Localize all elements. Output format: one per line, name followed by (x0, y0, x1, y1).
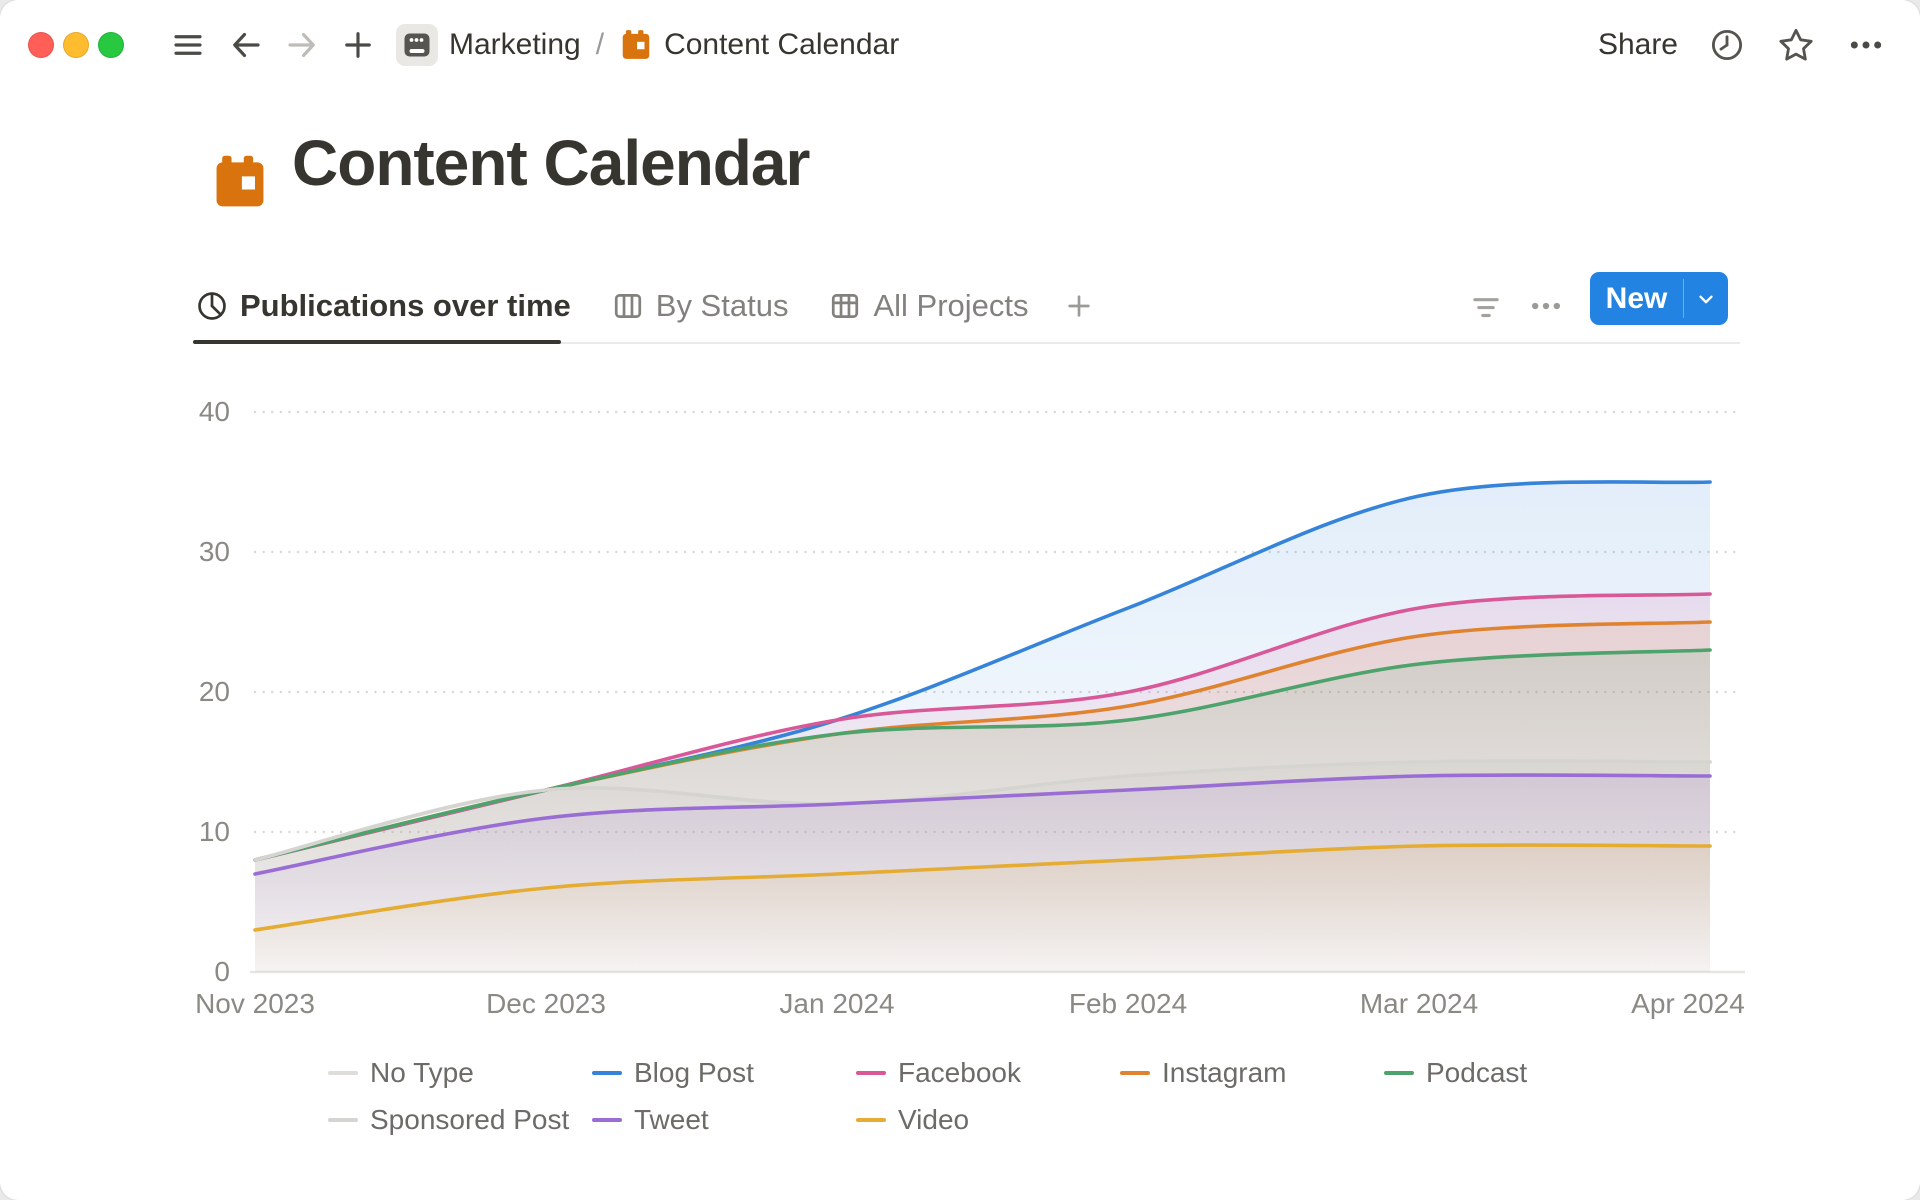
legend-item-sponsored-post: Sponsored Post (328, 1103, 592, 1137)
legend-item-instagram: Instagram (1120, 1056, 1384, 1090)
legend-swatch (592, 1071, 622, 1075)
add-view-plus-icon[interactable] (1063, 290, 1095, 322)
x-tick-label: Jan 2024 (779, 988, 895, 1019)
tab-label: All Projects (873, 288, 1029, 323)
tab-publications-over-time[interactable]: Publications over time (195, 288, 571, 324)
legend-label: Sponsored Post (370, 1104, 570, 1135)
legend-label: No Type (370, 1057, 474, 1088)
close-window-button[interactable] (28, 32, 54, 58)
legend-item-video: Video (856, 1103, 1120, 1137)
breadcrumb: Marketing / Content Calendar (396, 24, 899, 66)
page-title[interactable]: Content Calendar (292, 127, 810, 199)
legend-item-blog-post: Blog Post (592, 1056, 856, 1090)
y-tick-label: 10 (198, 816, 230, 847)
new-button[interactable]: New (1605, 281, 1668, 315)
breadcrumb-page[interactable]: Content Calendar (664, 28, 900, 61)
legend-swatch (328, 1118, 358, 1122)
view-options-ellipsis-icon[interactable] (1520, 282, 1572, 330)
back-arrow-icon[interactable] (224, 23, 268, 67)
zoom-window-button[interactable] (98, 32, 124, 58)
board-icon (611, 289, 645, 323)
more-ellipsis-icon[interactable] (1846, 25, 1886, 65)
x-tick-label: Apr 2024 (1631, 988, 1745, 1019)
new-tab-plus-icon[interactable] (336, 23, 380, 67)
share-button[interactable]: Share (1597, 28, 1678, 61)
legend-label: Tweet (634, 1104, 709, 1135)
y-tick-label: 30 (198, 536, 230, 567)
new-button-divider (1683, 279, 1684, 318)
legend-item-no-type: No Type (328, 1056, 592, 1090)
active-tab-underline (193, 340, 561, 344)
legend-swatch (856, 1071, 886, 1075)
view-tabs: Publications over time By Status All Pro… (195, 278, 1095, 334)
page-calendar-icon[interactable] (210, 152, 270, 217)
legend-swatch (1120, 1071, 1150, 1075)
star-favorite-icon[interactable] (1776, 25, 1816, 65)
new-button-group: New (1590, 272, 1728, 325)
workspace-icon[interactable] (396, 24, 438, 66)
tab-all-projects[interactable]: All Projects (828, 288, 1029, 324)
chart-legend: No Type Blog Post Facebook Instagram Podcast… (328, 1056, 1648, 1137)
y-tick-label: 0 (214, 956, 230, 987)
legend-swatch (1384, 1071, 1414, 1075)
tab-label: Publications over time (240, 288, 571, 323)
tabbar-divider (195, 342, 1740, 344)
chevron-down-icon (1699, 295, 1713, 303)
breadcrumb-workspace[interactable]: Marketing (449, 28, 581, 61)
new-dropdown-button[interactable] (1684, 272, 1728, 325)
legend-label: Blog Post (634, 1057, 754, 1088)
legend-item-facebook: Facebook (856, 1056, 1120, 1090)
legend-label: Facebook (898, 1057, 1021, 1088)
legend-label: Podcast (1426, 1057, 1528, 1088)
legend-item-podcast: Podcast (1384, 1056, 1648, 1090)
y-tick-label: 20 (198, 676, 230, 707)
x-tick-label: Dec 2023 (486, 988, 606, 1019)
sidebar-menu-icon[interactable] (166, 23, 210, 67)
legend-swatch (856, 1118, 886, 1122)
y-tick-label: 40 (198, 396, 230, 427)
filter-icon[interactable] (1462, 282, 1510, 330)
breadcrumb-separator: / (595, 28, 605, 61)
tab-by-status[interactable]: By Status (611, 288, 789, 324)
legend-swatch (592, 1118, 622, 1122)
calendar-icon (619, 28, 653, 62)
pie-chart-icon (195, 289, 229, 323)
forward-arrow-icon[interactable] (280, 23, 324, 67)
x-tick-label: Mar 2024 (1359, 988, 1479, 1019)
legend-item-tweet: Tweet (592, 1103, 856, 1137)
titlebar: Marketing / Content Calendar Share (0, 0, 1920, 90)
legend-label: Video (898, 1104, 970, 1135)
x-tick-label: Feb 2024 (1068, 988, 1188, 1019)
tab-label: By Status (655, 288, 789, 323)
clock-history-icon[interactable] (1708, 26, 1746, 64)
table-icon (828, 289, 862, 323)
traffic-lights (28, 32, 124, 58)
minimize-window-button[interactable] (63, 32, 89, 58)
x-tick-label: Nov 2023 (195, 988, 315, 1019)
legend-label: Instagram (1162, 1057, 1287, 1088)
legend-swatch (328, 1071, 358, 1075)
